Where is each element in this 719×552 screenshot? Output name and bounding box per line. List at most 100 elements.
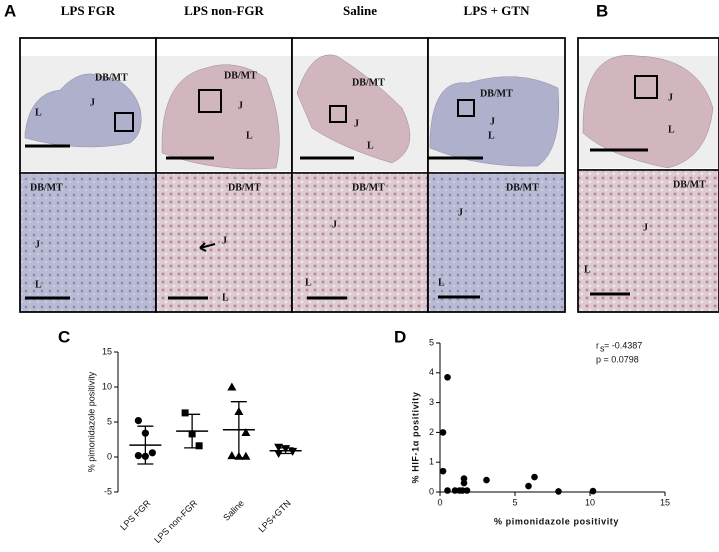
region-label: DB/MT bbox=[480, 88, 513, 99]
region-label: L bbox=[35, 279, 42, 290]
column-title: LPS non-FGR bbox=[184, 3, 264, 18]
region-label: J bbox=[222, 235, 227, 246]
region-label: DB/MT bbox=[352, 182, 385, 193]
region-label: J bbox=[35, 239, 40, 250]
region-label: J bbox=[238, 100, 243, 111]
region-label: J bbox=[90, 97, 95, 108]
y-tick-label: -5 bbox=[104, 486, 112, 496]
data-point bbox=[288, 447, 298, 456]
detail-frame bbox=[577, 37, 719, 313]
data-point bbox=[483, 476, 490, 484]
zoom-box bbox=[329, 105, 347, 123]
data-point bbox=[525, 482, 532, 490]
data-point bbox=[227, 382, 237, 391]
zoom-box bbox=[457, 99, 475, 117]
region-label: J bbox=[458, 207, 463, 218]
data-point bbox=[134, 417, 142, 425]
annotation: s bbox=[600, 343, 605, 353]
region-label: DB/MT bbox=[673, 179, 706, 190]
detail-image bbox=[577, 169, 719, 313]
y-tick-label: 1 bbox=[429, 457, 434, 467]
region-label: L bbox=[246, 130, 253, 141]
annotation: p = 0.0798 bbox=[596, 354, 639, 364]
data-point bbox=[444, 487, 451, 494]
zoom-box bbox=[114, 112, 134, 132]
data-point bbox=[241, 451, 251, 460]
y-tick-label: 4 bbox=[429, 367, 434, 377]
region-label: DB/MT bbox=[224, 70, 257, 81]
region-label: DB/MT bbox=[228, 182, 261, 193]
region-label: L bbox=[488, 130, 495, 141]
data-point bbox=[134, 452, 142, 460]
x-tick-label: LPS non-FGR bbox=[152, 498, 199, 545]
region-label: L bbox=[222, 292, 229, 303]
panel-label: D bbox=[394, 327, 406, 346]
region-label: J bbox=[332, 219, 337, 230]
tissue bbox=[161, 64, 280, 170]
region-label: DB/MT bbox=[95, 72, 128, 83]
x-tick-label: 10 bbox=[585, 497, 595, 507]
panel-label: C bbox=[58, 327, 70, 346]
zoom-box bbox=[634, 75, 658, 99]
data-point bbox=[439, 429, 447, 436]
region-label: L bbox=[35, 107, 42, 118]
region-label: DB/MT bbox=[352, 77, 385, 88]
data-point bbox=[181, 409, 189, 417]
data-point bbox=[531, 473, 538, 481]
data-point bbox=[460, 475, 468, 482]
x-tick-label: 0 bbox=[437, 497, 442, 507]
annotation: r bbox=[596, 340, 599, 350]
data-point bbox=[439, 467, 447, 475]
annotation: = -0.4387 bbox=[604, 340, 642, 350]
x-axis-label: % pimonidazole positivity bbox=[494, 516, 619, 526]
detail-image bbox=[19, 172, 157, 313]
data-point bbox=[555, 488, 562, 495]
y-tick-label: 3 bbox=[429, 397, 434, 407]
y-axis-label: % pimonidazole positivity bbox=[86, 371, 96, 472]
data-point bbox=[241, 428, 251, 436]
region-label: J bbox=[490, 116, 495, 127]
y-axis-label: % HIF-1α positivity bbox=[410, 392, 420, 484]
region-label: L bbox=[584, 264, 591, 275]
y-tick-label: 10 bbox=[102, 381, 112, 391]
data-point bbox=[589, 487, 597, 495]
y-tick-label: 2 bbox=[429, 427, 434, 437]
detail-image bbox=[427, 172, 566, 313]
y-tick-label: 5 bbox=[429, 337, 434, 347]
data-point bbox=[444, 373, 451, 381]
tissue bbox=[296, 54, 411, 164]
detail-image bbox=[291, 172, 429, 313]
region-label: J bbox=[643, 222, 648, 233]
region-label: DB/MT bbox=[506, 182, 539, 193]
region-label: L bbox=[305, 277, 312, 288]
column-title: LPS FGR bbox=[61, 3, 116, 18]
y-tick-label: 15 bbox=[102, 346, 112, 356]
region-label: DB/MT bbox=[30, 182, 63, 193]
region-label: J bbox=[668, 92, 673, 103]
data-point bbox=[148, 449, 156, 457]
panel-label: A bbox=[4, 1, 16, 20]
x-tick-label: LPS+GTN bbox=[256, 498, 292, 534]
region-label: L bbox=[668, 124, 675, 135]
column-title: Saline bbox=[343, 3, 377, 18]
column-title: LPS + GTN bbox=[464, 3, 531, 18]
arrow bbox=[199, 242, 216, 252]
y-tick-label: 0 bbox=[107, 451, 112, 461]
tissue bbox=[24, 73, 142, 148]
y-tick-label: 5 bbox=[107, 416, 112, 426]
zoom-box bbox=[198, 89, 222, 113]
tissue bbox=[582, 55, 714, 169]
region-label: L bbox=[367, 140, 374, 151]
tissue bbox=[429, 76, 560, 167]
y-tick-label: 0 bbox=[429, 486, 434, 496]
detail-frame bbox=[427, 37, 566, 313]
x-tick-label: LPS FGR bbox=[118, 498, 153, 533]
x-tick-label: 15 bbox=[660, 497, 670, 507]
region-label: J bbox=[354, 118, 359, 129]
panel-label: B bbox=[596, 1, 608, 20]
x-tick-label: Saline bbox=[221, 498, 246, 523]
region-label: L bbox=[438, 277, 445, 288]
data-point bbox=[463, 487, 471, 494]
x-tick-label: 5 bbox=[512, 497, 517, 507]
